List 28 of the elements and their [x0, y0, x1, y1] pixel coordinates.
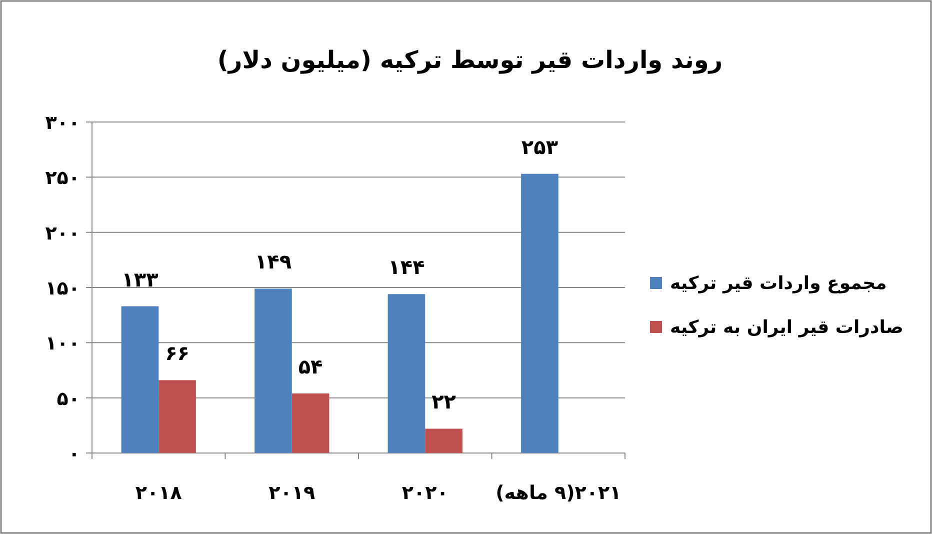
y-tick-label: ۳۰۰	[45, 112, 80, 134]
x-tick-label: ۲۰۲۰	[402, 482, 448, 504]
data-label: ۱۳۳	[122, 267, 158, 292]
legend-label: مجموع واردات قیر ترکیه	[670, 273, 887, 294]
data-label: ۲۲	[432, 390, 456, 414]
bar	[425, 428, 462, 453]
data-label: ۱۴۴	[388, 255, 425, 280]
data-label: ۶۶	[165, 341, 190, 366]
y-tick-label: ۲۰۰	[45, 222, 80, 244]
x-tick-label: ۲۰۲۱(۹ ماهه)	[496, 482, 622, 504]
y-tick-label: ۱۵۰	[45, 278, 80, 300]
bar	[121, 306, 159, 453]
bar	[158, 380, 196, 453]
y-tick-label: ۰	[68, 443, 80, 465]
x-tick-label: ۲۰۱۸	[135, 482, 182, 504]
y-tick-label: ۱۰۰	[45, 332, 80, 355]
y-tick-label: ۵۰	[56, 388, 80, 410]
chart-title: روند واردات قیر توسط ترکیه (میلیون دلار)	[217, 46, 723, 74]
data-label: ۲۵۳	[521, 134, 558, 159]
x-tick-label: ۲۰۱۹	[268, 482, 316, 504]
data-label: ۱۴۹	[254, 250, 292, 274]
bar	[388, 294, 426, 453]
legend-label: صادرات قیر ایران به ترکیه	[670, 317, 904, 338]
bar	[292, 393, 330, 453]
bar	[521, 174, 558, 453]
y-tick-label: ۲۵۰	[45, 167, 80, 190]
data-label: ۵۴	[298, 354, 323, 378]
bar	[254, 288, 292, 453]
